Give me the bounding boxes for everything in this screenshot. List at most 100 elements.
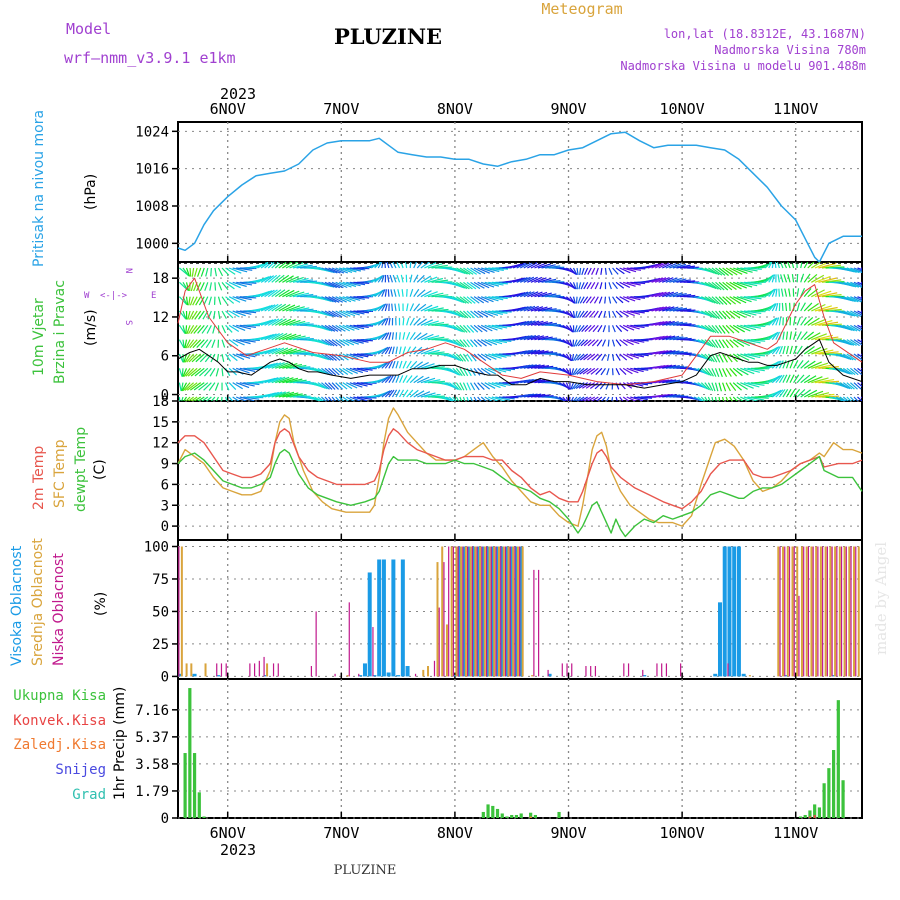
wind-barb [282, 304, 296, 312]
wind-barb [662, 335, 676, 341]
wind-barb [853, 310, 862, 316]
cloud-high-bar [362, 663, 367, 677]
wind-barb [466, 281, 477, 290]
day-label-bottom: 10NOV [660, 824, 705, 842]
wind-barb [672, 307, 688, 312]
wind-barb [239, 296, 257, 299]
wind-barb [389, 274, 394, 283]
precip-total-bar [183, 753, 187, 818]
wind-tick-label: 18 [152, 271, 169, 287]
wind-barb [619, 324, 629, 332]
wind-barb [427, 307, 444, 312]
pressure-unit: (hPa) [83, 174, 99, 210]
wind-barb [541, 352, 558, 355]
cloud-low-bar [509, 546, 511, 677]
wind-barb [314, 353, 327, 360]
wind-barb [388, 317, 391, 326]
cloud-mid-bar [455, 546, 458, 677]
compass-east: E [151, 291, 156, 301]
wind-barb [732, 324, 746, 333]
wind-barb [282, 262, 293, 269]
wind-barb [480, 281, 495, 288]
wind-barb [321, 296, 334, 303]
wind-barb [477, 382, 485, 390]
wind-barb [190, 282, 195, 292]
cloud-high-bar [391, 559, 396, 677]
wind-barb [711, 310, 720, 320]
wind-barb [814, 393, 835, 398]
wind-barb [395, 360, 399, 369]
wind-barb [857, 339, 862, 344]
wind-barb [857, 367, 862, 373]
wind-barb [729, 367, 738, 377]
wind-barb [839, 382, 851, 390]
wind-barb [349, 267, 366, 271]
wind-barb [647, 292, 661, 298]
wind-barb [626, 296, 641, 301]
wind-barb [747, 367, 765, 372]
wind-barb [188, 353, 198, 363]
wind-barb [574, 367, 582, 376]
cloud-tick-label: 50 [152, 604, 169, 620]
wind-barb [729, 353, 738, 363]
wind-barb [346, 267, 362, 272]
wind-barb [456, 267, 468, 275]
wind-barb [214, 282, 217, 291]
wind-barb [314, 396, 323, 401]
wind-barb [178, 353, 184, 363]
wind-barb [771, 317, 778, 326]
wind-barb [328, 296, 340, 303]
wind-barb [328, 339, 338, 347]
cloud-low-bar [850, 546, 852, 677]
wind-barb [740, 310, 757, 316]
wind-barb [596, 339, 603, 347]
wind-barb [850, 281, 862, 288]
wind-barb [396, 262, 401, 269]
wind-barb [565, 339, 573, 347]
wind-barb [221, 353, 225, 362]
wind-barb [825, 266, 845, 269]
wind-barb [853, 267, 862, 272]
wind-barb [317, 339, 330, 346]
wind-barb [236, 367, 250, 374]
cloud-low-bar [254, 663, 256, 677]
wind-barb [715, 281, 725, 291]
wind-barb [377, 262, 383, 269]
wind-barb [194, 267, 198, 277]
wind-barb [484, 382, 496, 389]
wind-barb [193, 396, 202, 401]
wind-barb [221, 296, 228, 305]
wind-barb [725, 296, 737, 305]
wind-barb [391, 346, 395, 355]
precip-tick-label: 5.37 [135, 730, 169, 746]
wind-barb [331, 324, 342, 332]
wind-barb [271, 274, 281, 283]
wind-barb [389, 262, 393, 269]
wind-barb [187, 325, 195, 335]
wind-barb [225, 353, 232, 362]
wind-barb [793, 345, 798, 355]
wind-label-2: Brzina i Pravac [52, 280, 68, 384]
wind-barb [400, 262, 404, 269]
wind-barb [630, 396, 644, 401]
wind-barb [292, 380, 311, 384]
wind-barb [803, 375, 817, 384]
wind-barb [317, 367, 329, 375]
wind-barb [459, 281, 470, 290]
wind-barb [180, 382, 184, 392]
wind-barb [572, 310, 576, 319]
wind-barb [217, 267, 224, 277]
wind-barb [591, 353, 599, 361]
wind-barb [807, 390, 824, 398]
wind-barb [232, 382, 243, 390]
wind-barb [324, 339, 335, 347]
wind-barb [225, 310, 234, 319]
wind-barb [626, 310, 641, 315]
wind-barb [853, 396, 859, 401]
wind-barb [289, 276, 304, 283]
wind-barb [651, 277, 664, 283]
wind-barb [584, 324, 592, 332]
wind-barb [271, 303, 283, 312]
wind-barb [768, 288, 775, 298]
